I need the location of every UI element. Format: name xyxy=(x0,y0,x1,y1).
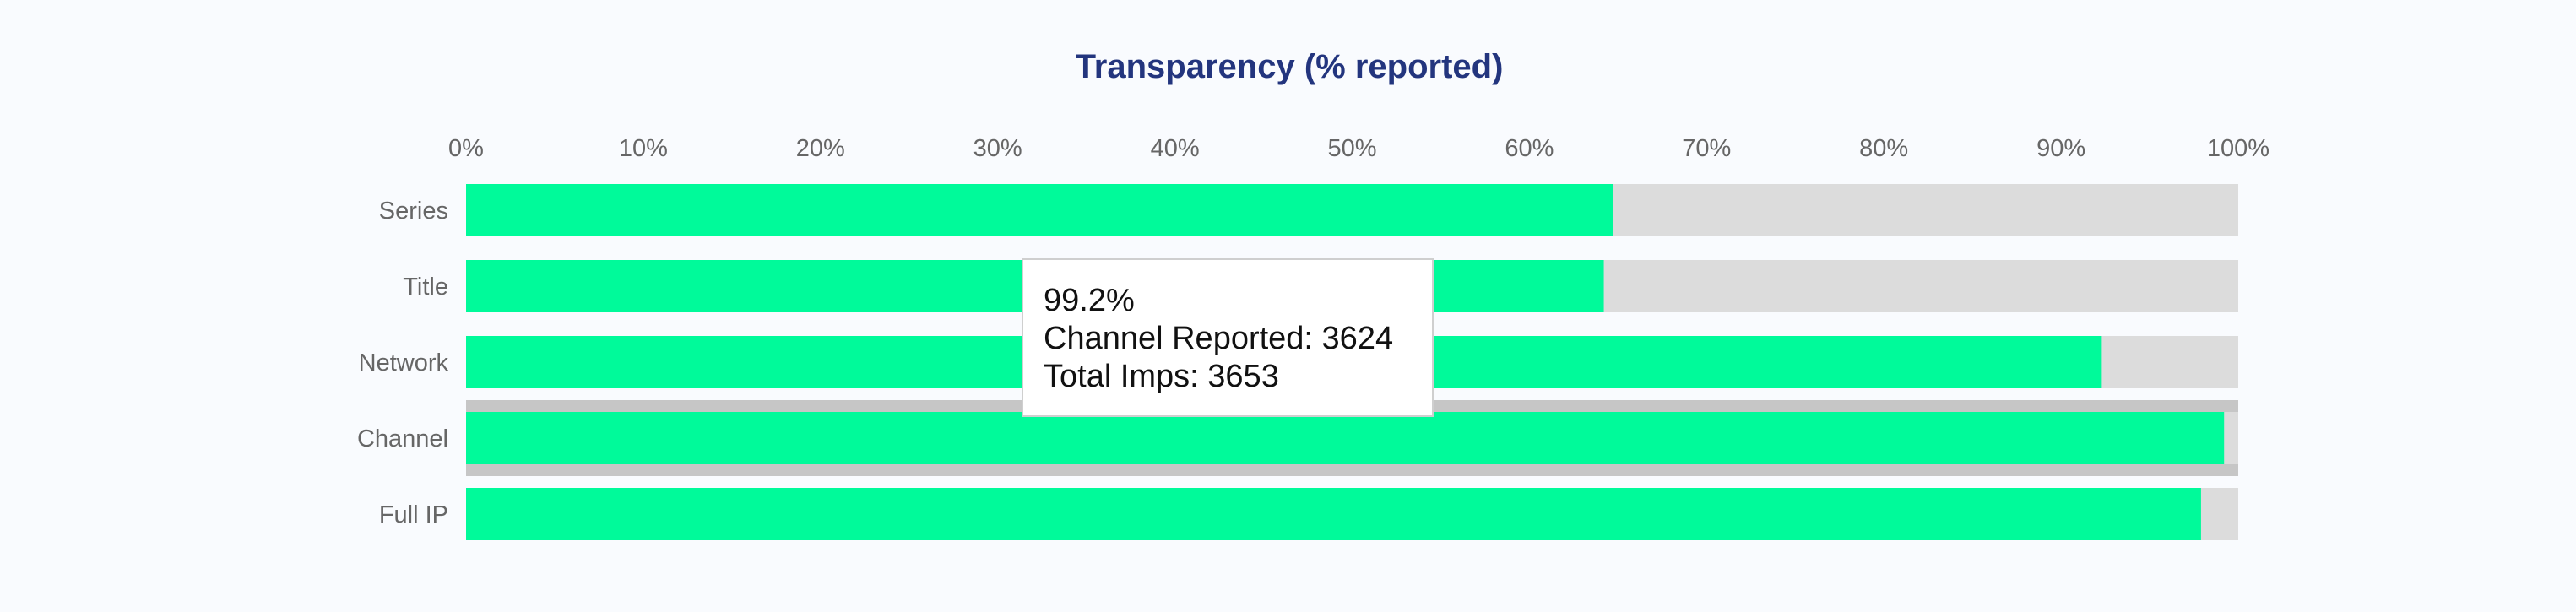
x-tick-label: 80% xyxy=(1859,135,1908,162)
bar-tooltip: 99.2% Channel Reported: 3624 Total Imps:… xyxy=(1022,258,1434,417)
category-label: Series xyxy=(379,198,448,225)
category-label: Channel xyxy=(357,425,448,452)
tooltip-percent: 99.2% xyxy=(1044,283,1135,318)
x-tick-label: 90% xyxy=(2036,135,2085,162)
x-axis-ticks: 0% 10% 20% 30% 40% 50% 60% 70% 80% 90% 100% xyxy=(448,135,2270,162)
x-tick-label: 30% xyxy=(973,135,1022,162)
category-label: Network xyxy=(359,349,449,376)
category-label: Full IP xyxy=(379,501,448,528)
tooltip-total: Total Imps: 3653 xyxy=(1044,359,1279,394)
bar-series[interactable] xyxy=(466,184,1613,236)
tooltip-reported: Channel Reported: 3624 xyxy=(1044,321,1394,356)
x-tick-label: 0% xyxy=(448,135,484,162)
category-label: Title xyxy=(403,274,448,301)
bar-full-ip[interactable] xyxy=(466,488,2201,540)
x-tick-label: 100% xyxy=(2207,135,2270,162)
x-tick-label: 50% xyxy=(1327,135,1376,162)
x-tick-label: 60% xyxy=(1505,135,1554,162)
x-tick-label: 20% xyxy=(796,135,845,162)
bar-channel[interactable] xyxy=(466,412,2225,464)
x-tick-label: 10% xyxy=(619,135,668,162)
chart-title: Transparency (% reported) xyxy=(1076,48,1504,85)
x-tick-label: 70% xyxy=(1682,135,1731,162)
x-tick-label: 40% xyxy=(1151,135,1200,162)
